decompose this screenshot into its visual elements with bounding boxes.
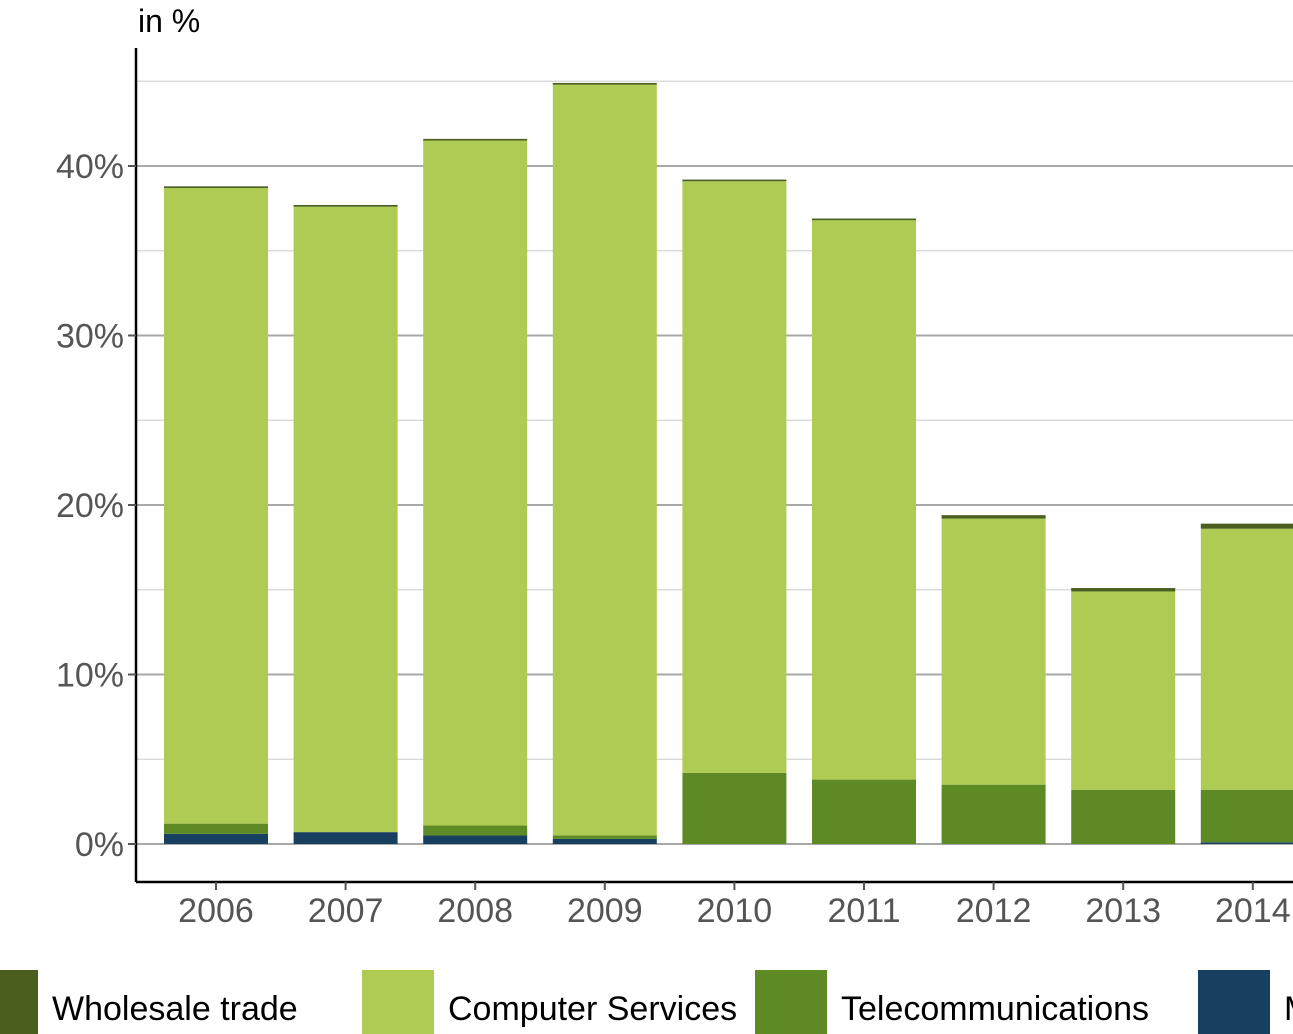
legend-swatch [755, 970, 827, 1034]
bar-segment-wholesale-trade [164, 186, 268, 189]
bar-segment-telecommunications [1071, 789, 1176, 844]
y-tick-label: 0% [75, 826, 124, 864]
bar-segment-m [1200, 842, 1293, 844]
legend-swatch [362, 970, 434, 1034]
bars [164, 82, 1293, 844]
bar-segment-wholesale-trade [1200, 523, 1293, 529]
legend-label: M [1284, 990, 1293, 1028]
legend-swatch [0, 970, 38, 1034]
bar-segment-computer-services [812, 220, 916, 780]
y-unit-label: in % [138, 3, 200, 39]
bar-segment-telecommunications [423, 825, 528, 836]
bar-segment-wholesale-trade [1071, 588, 1176, 592]
bar-segment-computer-services [1200, 528, 1293, 790]
x-tick-label: 2008 [437, 892, 513, 930]
y-tick-label: 30% [56, 318, 124, 356]
bar-segment-telecommunications [682, 772, 787, 844]
bar-segment-computer-services [423, 140, 528, 826]
bar-segment-telecommunications [941, 784, 1046, 844]
legend-label: Telecommunications [841, 990, 1149, 1028]
bar-segment-telecommunications [812, 779, 916, 844]
y-tick-label: 10% [56, 657, 124, 695]
legend: Wholesale trade Computer Services Telecomm… [0, 970, 1293, 1034]
bar-segment-computer-services [1071, 591, 1176, 790]
x-tick-label: 2010 [697, 892, 773, 930]
bar-segment-computer-services [682, 181, 787, 773]
bar-segment-wholesale-trade [941, 515, 1046, 519]
bar-segment-computer-services [941, 518, 1046, 785]
x-tick-label: 2006 [178, 892, 254, 930]
x-tick-label: 2011 [827, 892, 900, 930]
x-ticks: 2006 2007 2008 2009 2010 2011 2012 2013 2014 [178, 882, 1291, 930]
bar-segment-wholesale-trade [293, 204, 398, 207]
bar-segment-telecommunications [1200, 789, 1293, 843]
bar-segment-computer-services [552, 84, 657, 836]
bar-segment-computer-services [164, 188, 268, 824]
bar-segment-telecommunications [552, 835, 657, 839]
legend-label: Computer Services [448, 990, 737, 1028]
bar-segment-m [552, 838, 657, 844]
bar-segment-m [423, 835, 528, 844]
bar-segment-wholesale-trade [423, 138, 528, 141]
bar-segment-wholesale-trade [552, 82, 657, 85]
y-tick-label: 20% [56, 487, 124, 525]
y-ticks: 0% 10% 20% 30% 40% [56, 148, 136, 864]
bar-segment-m [164, 833, 268, 844]
bar-segment-wholesale-trade [682, 179, 787, 182]
bar-segment-m [293, 832, 398, 844]
y-tick-label: 40% [56, 148, 124, 186]
legend-swatch [1198, 970, 1270, 1034]
x-tick-label: 2009 [567, 892, 643, 930]
axes [134, 48, 1293, 884]
x-tick-label: 2012 [956, 892, 1032, 930]
bar-segment-telecommunications [164, 823, 268, 834]
bar-segment-wholesale-trade [812, 218, 916, 221]
x-tick-label: 2013 [1085, 892, 1161, 930]
x-tick-label: 2007 [308, 892, 384, 930]
x-tick-label: 2014 [1215, 892, 1291, 930]
legend-label: Wholesale trade [52, 990, 298, 1028]
bar-segment-computer-services [293, 206, 398, 833]
